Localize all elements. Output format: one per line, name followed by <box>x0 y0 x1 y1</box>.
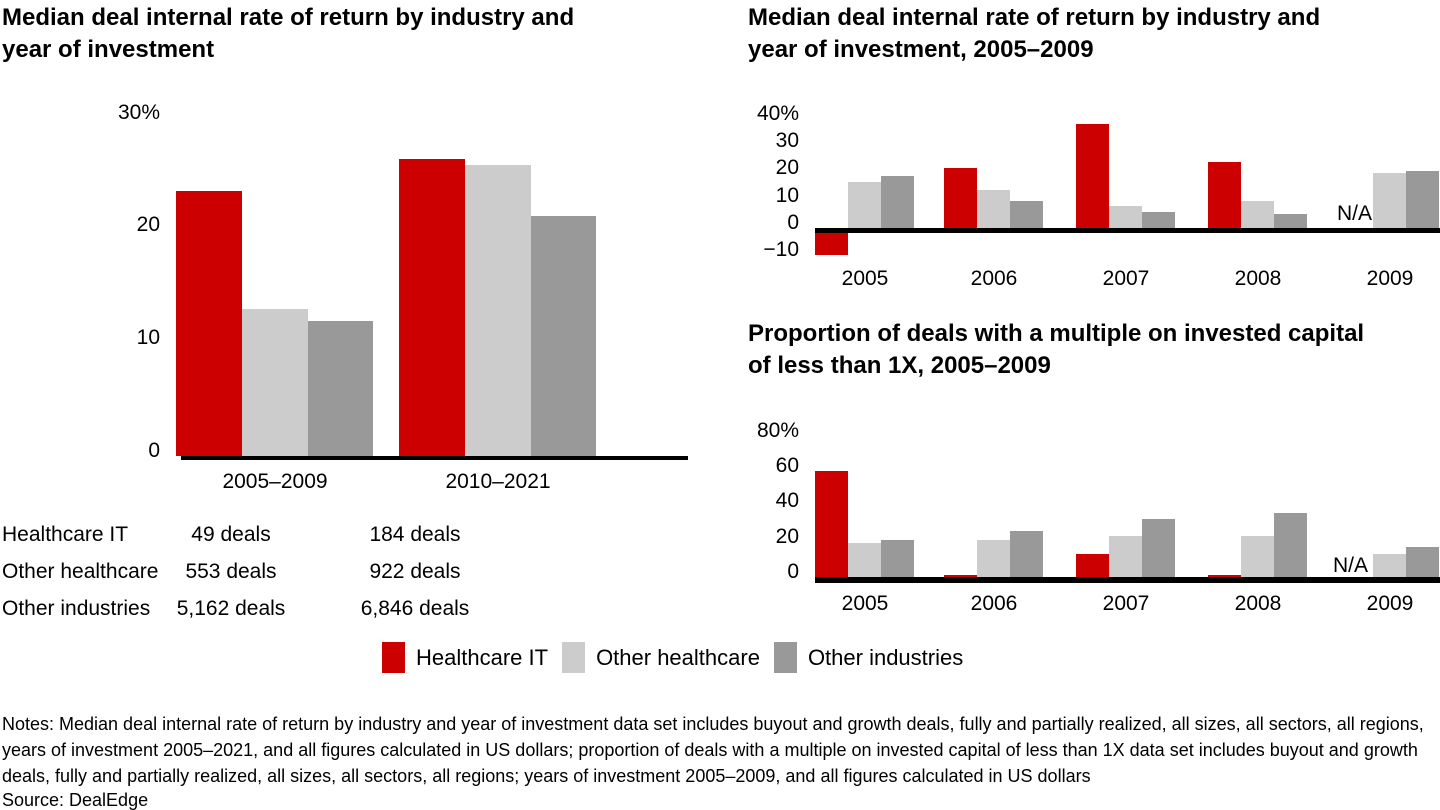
bar-other-healthcare <box>848 543 881 577</box>
bar-other-healthcare <box>977 540 1010 577</box>
na-label: N/A <box>1332 554 1368 577</box>
x-axis-line <box>815 577 1440 583</box>
bar-healthcare-it <box>944 575 977 577</box>
y-axis-tick-label: 0 <box>148 439 160 462</box>
top-right-chart-title: Median deal internal rate of return by i… <box>748 4 1321 63</box>
bar-other-industries <box>1406 547 1439 577</box>
deal-count-2010-2021: 6,846 deals <box>360 597 470 620</box>
bar-other-healthcare <box>464 165 531 456</box>
deal-count-2010-2021: 184 deals <box>369 523 461 546</box>
deal-count-2010-2021: 922 deals <box>369 560 461 583</box>
bar-healthcare-it <box>944 168 977 228</box>
y-axis-tick-label: 0 <box>787 211 799 234</box>
bar-other-healthcare <box>1109 536 1142 577</box>
bar-other-industries <box>1010 201 1043 228</box>
bar-other-industries <box>1274 214 1307 228</box>
bar-other-healthcare <box>1241 536 1274 577</box>
row-label: Healthcare IT <box>2 523 129 546</box>
deal-count-2005-2009: 49 deals <box>191 523 271 546</box>
x-axis-label: 2006 <box>970 267 1018 290</box>
legend-label: Healthcare IT <box>416 644 549 670</box>
bar-healthcare-it <box>1208 162 1241 228</box>
legend-item-healthcare-it: Healthcare IT <box>382 642 548 673</box>
x-axis-label: 2010–2021 <box>445 470 551 493</box>
x-axis-line <box>181 456 688 460</box>
source-line: Source: DealEdge <box>2 790 149 810</box>
bar-other-industries <box>1142 212 1175 228</box>
other-industries-swatch-icon <box>773 642 797 673</box>
bar-other-healthcare <box>1109 206 1142 228</box>
x-axis-label: 2006 <box>970 592 1018 615</box>
bar-other-healthcare <box>1241 201 1274 228</box>
bar-other-industries <box>881 176 914 228</box>
y-axis-tick-label: 80% <box>756 419 799 442</box>
x-axis-label: 2005 <box>841 592 889 615</box>
legend-item-other-industries: Other industries <box>773 642 964 673</box>
bar-other-industries <box>881 540 914 577</box>
deal-count-2005-2009: 5,162 deals <box>176 597 286 620</box>
healthcare-it-swatch-icon <box>382 642 405 673</box>
x-axis-label: 2007 <box>1102 267 1150 290</box>
y-axis-tick-label: 40 <box>775 489 799 512</box>
table-row: Healthcare IT 49 deals 184 deals <box>0 523 700 560</box>
bar-healthcare-it <box>399 159 465 456</box>
row-label: Other healthcare <box>2 560 159 583</box>
table-row: Other healthcare 553 deals 922 deals <box>0 560 700 597</box>
bar-other-healthcare <box>977 190 1010 228</box>
y-axis-tick-label: 40% <box>756 102 799 125</box>
bar-other-industries <box>1274 513 1307 577</box>
bar-other-healthcare <box>241 309 308 456</box>
bar-other-industries <box>1010 531 1043 577</box>
deal-count-2005-2009: 553 deals <box>185 560 277 583</box>
chart-legend: Healthcare IT Other healthcare Other ind… <box>382 642 963 673</box>
legend-label: Other healthcare <box>596 644 760 670</box>
x-axis-line <box>815 228 1440 233</box>
legend-label: Other industries <box>807 644 964 670</box>
row-label: Other industries <box>2 597 151 620</box>
table-row: Other industries 5,162 deals 6,846 deals <box>0 597 700 634</box>
bar-other-industries <box>307 321 374 456</box>
bar-other-industries <box>1406 171 1439 228</box>
y-axis-tick-label: 20 <box>136 213 160 236</box>
y-axis-tick-label: 30% <box>117 101 160 124</box>
y-axis-tick-label: 20 <box>775 525 799 548</box>
x-axis-label: 2005 <box>841 267 889 290</box>
x-axis-label: 2008 <box>1234 267 1282 290</box>
y-axis-tick-label: 10 <box>775 184 799 207</box>
bar-other-industries <box>1142 519 1175 577</box>
bar-other-healthcare <box>1373 554 1406 577</box>
x-axis-label: 2009 <box>1366 592 1414 615</box>
bar-healthcare-it <box>1208 575 1241 577</box>
bar-healthcare-it <box>176 191 242 456</box>
bar-healthcare-it <box>815 471 848 577</box>
y-axis-tick-label: 60 <box>775 454 799 477</box>
footnotes: Notes: Median deal internal rate of retu… <box>2 714 1424 786</box>
y-axis-tick-label: 10 <box>136 326 160 349</box>
x-axis-label: 2009 <box>1366 267 1414 290</box>
bar-healthcare-it <box>1076 554 1109 577</box>
bar-other-healthcare <box>848 182 881 228</box>
y-axis-tick-label: −10 <box>763 238 799 261</box>
y-axis-tick-label: 0 <box>787 560 799 583</box>
legend-item-other-healthcare: Other healthcare <box>562 642 760 673</box>
other-healthcare-swatch-icon <box>562 642 586 673</box>
left-chart-title: Median deal internal rate of return by i… <box>2 4 575 63</box>
x-axis-label: 2007 <box>1102 592 1150 615</box>
bottom-right-chart-title: Proportion of deals with a multiple on i… <box>748 320 1365 379</box>
bar-healthcare-it <box>1076 124 1109 228</box>
y-axis-tick-label: 30 <box>775 129 799 152</box>
na-label: N/A <box>1336 202 1372 225</box>
bar-other-industries <box>530 216 597 456</box>
x-axis-label: 2008 <box>1234 592 1282 615</box>
bar-other-healthcare <box>1373 173 1406 228</box>
deal-count-table: Healthcare IT 49 deals 184 deals Other h… <box>0 523 700 634</box>
y-axis-tick-label: 20 <box>775 156 799 179</box>
x-axis-label: 2005–2009 <box>222 470 328 493</box>
